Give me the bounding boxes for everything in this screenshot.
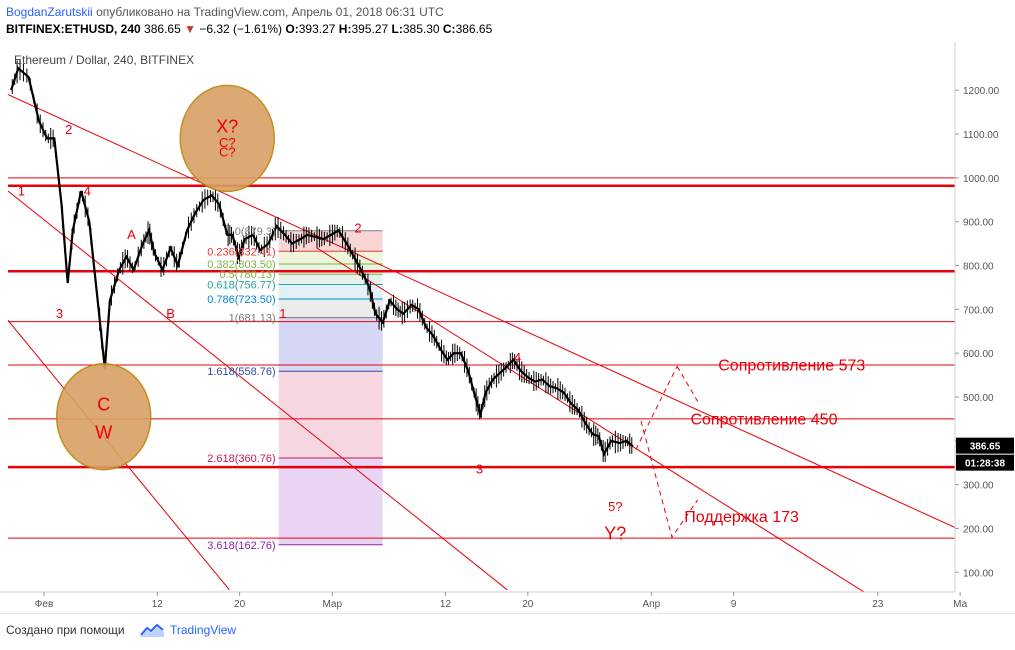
symbol-line: BITFINEX:ETHUSD, 240 386.65 ▼ −6.32 (−1.… — [6, 22, 492, 36]
x-tick-label: Фев — [35, 599, 53, 610]
channel-line — [8, 94, 955, 529]
x-tick-label: 20 — [234, 599, 246, 610]
y-tick-label: 1000.00 — [963, 174, 1000, 185]
channel-line — [8, 190, 508, 591]
footer: Создано при помощи TradingView — [0, 613, 1015, 650]
fib-level-label: 0.236(832.41) — [207, 246, 276, 258]
level-annotation: Сопротивление 573 — [718, 358, 865, 375]
wave-label: 1 — [18, 183, 25, 198]
author-link[interactable]: BogdanZarutskii — [6, 5, 93, 19]
wave-circle-label: X? — [216, 116, 238, 136]
low-label: L: — [391, 22, 403, 36]
price-change: −6.32 (−1.61%) — [199, 22, 283, 36]
x-tick-label: 12 — [440, 599, 452, 610]
wave-circle-sublabel: C? — [219, 144, 236, 159]
wave-label: 4 — [84, 183, 91, 198]
last-price-badge — [956, 437, 1014, 454]
wave-label: 5? — [608, 499, 622, 514]
change-arrow: ▼ — [184, 22, 196, 36]
wave-label: 3 — [476, 462, 483, 477]
last-price: 386.65 — [144, 22, 181, 36]
ohlc-values: O:393.27 H:395.27 L:385.30 C:386.65 — [285, 22, 492, 36]
wave-label: 4 — [514, 350, 521, 365]
fib-band — [278, 299, 383, 318]
y-tick-label: 900.00 — [963, 218, 994, 229]
close-label: C: — [442, 22, 456, 36]
wave-circle — [55, 362, 152, 471]
countdown-badge-text: 01:28:38 — [965, 459, 1005, 470]
price-chart[interactable]: 1200.001100.001000.00900.00800.00700.006… — [0, 42, 1015, 613]
plot-area — [8, 59, 955, 592]
wave-label: B — [166, 306, 175, 321]
wave-label: C? — [219, 135, 236, 150]
fib-band — [278, 263, 383, 275]
fib-level-label: 0(879.3) — [235, 226, 276, 238]
x-tick-label: Ма — [953, 599, 967, 610]
tradingview-link[interactable]: TradingView — [170, 623, 237, 637]
countdown-badge — [956, 454, 1014, 471]
fib-band — [278, 371, 383, 459]
wave-label: A — [127, 227, 136, 242]
y-tick-label: 600.00 — [963, 349, 994, 360]
fib-band — [278, 251, 383, 264]
x-tick-label: Апр — [643, 599, 661, 610]
wave-circle — [179, 84, 276, 193]
wave-label: 1 — [279, 306, 286, 321]
x-tick-label: Мар — [322, 599, 342, 610]
fib-band — [278, 274, 383, 285]
fib-band — [278, 317, 383, 372]
fib-level-label: 0.618(756.77) — [207, 279, 276, 291]
last-price-badge-text: 386.65 — [970, 442, 1001, 453]
y-tick-label: 300.00 — [963, 481, 994, 492]
y-tick-label: 1200.00 — [963, 86, 1000, 97]
high-label: H: — [338, 22, 352, 36]
wave-label: 2 — [354, 221, 361, 236]
wave-label: 3 — [56, 306, 63, 321]
x-tick-label: 23 — [872, 599, 884, 610]
fib-band — [278, 284, 383, 300]
chart-header: BogdanZarutskii опубликовано на TradingV… — [0, 0, 1015, 42]
wave-label: 2 — [65, 122, 72, 137]
fib-level-label: 1.618(558.76) — [207, 366, 276, 378]
made-with-text: Создано при помощи — [6, 623, 125, 637]
chart-title: Ethereum / Dollar, 240, BITFINEX — [14, 53, 194, 67]
low-value: 385.30 — [402, 22, 440, 36]
level-annotation: Сопротивление 450 — [690, 412, 837, 429]
fib-level-label: 0.382(803.50) — [207, 259, 276, 271]
x-tick-label: 12 — [152, 599, 164, 610]
y-tick-label: 800.00 — [963, 262, 994, 273]
y-tick-label: 500.00 — [963, 393, 994, 404]
fib-band — [278, 458, 383, 545]
wave-circle-sublabel: W — [95, 423, 112, 443]
symbol-name: BITFINEX:ETHUSD, 240 — [6, 22, 141, 36]
x-tick-label: 9 — [731, 599, 737, 610]
fib-level-label: 2.618(360.76) — [207, 453, 276, 465]
y-tick-label: 700.00 — [963, 305, 994, 316]
close-value: 386.65 — [455, 22, 493, 36]
projection-path — [635, 366, 699, 539]
y-tick-label: 1100.00 — [963, 130, 999, 141]
wave-circle-label: C — [97, 395, 110, 415]
high-value: 395.27 — [351, 22, 389, 36]
fib-level-label: 0.5(780.13) — [219, 269, 275, 281]
x-tick-label: 20 — [522, 599, 534, 610]
level-annotation: Поддержка 173 — [684, 509, 799, 526]
open-label: O: — [285, 22, 299, 36]
fib-level-label: 1(681.13) — [229, 313, 276, 325]
open-value: 393.27 — [298, 22, 336, 36]
publish-info: опубликовано на TradingView.com, Апрель … — [96, 5, 444, 19]
y-tick-label: 200.00 — [963, 524, 994, 535]
wave-label: Y? — [604, 523, 626, 543]
fib-level-label: 3.618(162.76) — [207, 540, 276, 552]
channel-line — [316, 247, 865, 592]
tradingview-logo-icon — [140, 623, 164, 637]
fib-level-label: 0.786(723.50) — [207, 294, 276, 306]
publish-line: BogdanZarutskii опубликовано на TradingV… — [6, 5, 444, 19]
y-tick-label: 100.00 — [963, 568, 994, 579]
